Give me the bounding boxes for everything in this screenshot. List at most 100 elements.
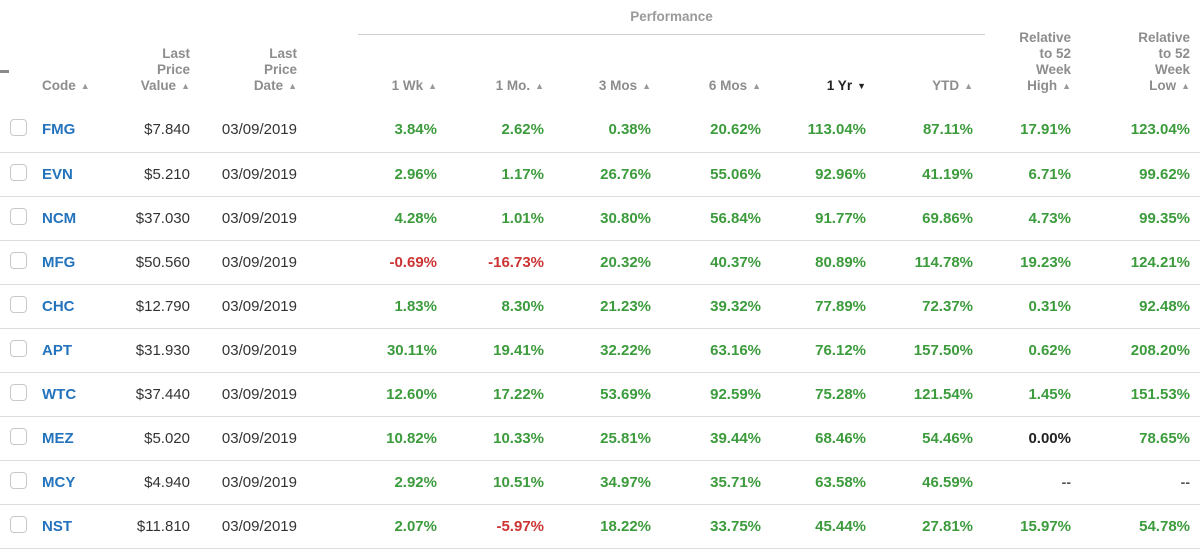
row-checkbox[interactable]	[10, 339, 27, 357]
perf_3mos-cell: 30.80%	[550, 196, 657, 240]
perf_1mo-cell: 10.33%	[443, 416, 550, 460]
column-header-perf_ytd[interactable]: YTD ▲	[872, 0, 979, 108]
perf_1yr-cell: 63.58%	[767, 460, 872, 504]
stock-code-link[interactable]: MFG	[42, 253, 76, 271]
row-checkbox[interactable]	[10, 515, 27, 533]
table-row: CHC $12.790 03/09/2019 1.83% 8.30% 21.23% 39.3…	[0, 284, 1200, 328]
perf_3mos-value: 18.22%	[600, 517, 651, 535]
performance-group-header: Performance	[358, 8, 985, 35]
sort-asc-icon: ▲	[1181, 81, 1190, 91]
table-row: EVN $5.210 03/09/2019 2.96% 1.17% 26.76% 55.06…	[0, 152, 1200, 196]
column-header-last_price_date[interactable]: Last Price Date ▲	[196, 0, 303, 108]
last_price_value-cell: $37.440	[130, 372, 196, 416]
perf_1wk-value: 4.28%	[394, 209, 437, 227]
rel_52wk_low-cell: 124.21%	[1077, 240, 1200, 284]
rel_52wk_high-cell: --	[979, 460, 1077, 504]
perf_3mos-cell: 18.22%	[550, 504, 657, 548]
row-checkbox[interactable]	[10, 295, 27, 313]
perf_1mo-value: 2.62%	[501, 121, 544, 139]
perf_1mo-value: -5.97%	[496, 517, 544, 535]
row-checkbox[interactable]	[10, 383, 27, 401]
perf_3mos-cell: 26.76%	[550, 152, 657, 196]
stock-code-link[interactable]: APT	[42, 341, 72, 359]
last-price-date: 03/09/2019	[221, 297, 297, 315]
row-select-cell	[0, 196, 38, 240]
stock-code-link[interactable]: WTC	[42, 385, 77, 403]
perf_ytd-cell: 114.78%	[872, 240, 979, 284]
code-cell: APT	[38, 328, 130, 372]
column-header-rel_52wk_low[interactable]: Relative to 52 Week Low ▲	[1077, 0, 1200, 108]
last-price-date: 03/09/2019	[221, 341, 297, 359]
last-price-date: 03/09/2019	[221, 429, 297, 447]
perf_1yr-cell: 45.44%	[767, 504, 872, 548]
perf_1yr-value: 91.77%	[815, 209, 866, 227]
code-cell: MEZ	[38, 416, 130, 460]
last-price-value: $11.810	[136, 517, 190, 535]
rel_52wk_low-value: 54.78%	[1139, 517, 1190, 535]
sort-asc-icon: ▲	[181, 81, 190, 91]
column-header-rel_52wk_high[interactable]: Relative to 52 Week High ▲	[979, 0, 1077, 108]
column-header-perf_1yr[interactable]: 1 Yr ▼	[767, 0, 872, 108]
perf_1yr-cell: 113.04%	[767, 108, 872, 152]
row-checkbox[interactable]	[10, 427, 27, 445]
column-header-code[interactable]: Code ▲	[38, 0, 130, 108]
column-header-perf_6mos[interactable]: 6 Mos ▲	[657, 0, 767, 108]
column-header-label: to 52	[1039, 46, 1071, 61]
row-select-cell	[0, 504, 38, 548]
rel_52wk_high-cell: 0.31%	[979, 284, 1077, 328]
perf_ytd-value: 69.86%	[922, 209, 973, 227]
stock-code-link[interactable]: EVN	[42, 165, 73, 183]
row-select-cell	[0, 284, 38, 328]
perf_ytd-cell: 72.37%	[872, 284, 979, 328]
row-select-cell	[0, 372, 38, 416]
last-price-value: $12.790	[135, 297, 190, 315]
last-price-date: 03/09/2019	[221, 473, 297, 491]
row-checkbox[interactable]	[10, 207, 27, 225]
perf_3mos-value: 21.23%	[600, 297, 651, 315]
stock-code-link[interactable]: MCY	[42, 473, 76, 491]
perf_ytd-cell: 69.86%	[872, 196, 979, 240]
rel_52wk_low-value: 99.62%	[1139, 165, 1190, 183]
perf_3mos-value: 26.76%	[600, 165, 651, 183]
rel_52wk_low-value: 124.21%	[1130, 253, 1190, 271]
perf_1yr-value: 75.28%	[815, 385, 866, 403]
last_price_value-cell: $5.210	[130, 152, 196, 196]
column-header-label: 6 Mos	[708, 78, 748, 93]
perf_6mos-cell: 92.59%	[657, 372, 767, 416]
stock-code-link[interactable]: NCM	[42, 209, 77, 227]
last-price-value: $37.030	[135, 209, 190, 227]
last_price_value-cell: $37.030	[130, 196, 196, 240]
row-checkbox[interactable]	[10, 251, 27, 269]
row-checkbox[interactable]	[10, 163, 27, 181]
stock-code-link[interactable]: NST	[42, 517, 72, 535]
column-header-last_price_value[interactable]: Last Price Value ▲	[130, 0, 196, 108]
rel_52wk_high-cell: 19.23%	[979, 240, 1077, 284]
perf_1wk-cell: 12.60%	[303, 372, 443, 416]
rel_52wk_low-cell: 99.35%	[1077, 196, 1200, 240]
perf_3mos-value: 34.97%	[600, 473, 651, 491]
perf_ytd-cell: 46.59%	[872, 460, 979, 504]
perf_6mos-cell: 63.16%	[657, 328, 767, 372]
perf_1wk-cell: 2.07%	[303, 504, 443, 548]
column-header-perf_1wk[interactable]: 1 Wk ▲	[303, 0, 443, 108]
perf_3mos-cell: 20.32%	[550, 240, 657, 284]
rel_52wk_high-value: 19.23%	[1020, 253, 1071, 271]
column-header-label: 3 Mos	[598, 78, 638, 93]
column-header-row: Code ▲ Last Price Value ▲ Last Price Date ▲ 1 Wk ▲ 1…	[0, 0, 1200, 108]
sort-asc-icon: ▲	[752, 81, 761, 91]
stock-code-link[interactable]: FMG	[42, 121, 76, 139]
column-header-perf_1mo[interactable]: 1 Mo. ▲	[443, 0, 550, 108]
last-price-date: 03/09/2019	[221, 517, 297, 535]
rel_52wk_low-cell: 123.04%	[1077, 108, 1200, 152]
perf_1yr-value: 92.96%	[815, 165, 866, 183]
column-header-perf_3mos[interactable]: 3 Mos ▲	[550, 0, 657, 108]
row-checkbox[interactable]	[10, 119, 27, 137]
stock-code-link[interactable]: MEZ	[42, 429, 74, 447]
rel_52wk_high-value: 1.45%	[1028, 385, 1071, 403]
perf_3mos-cell: 53.69%	[550, 372, 657, 416]
stock-code-link[interactable]: CHC	[42, 297, 75, 315]
last-price-date: 03/09/2019	[221, 253, 297, 271]
code-cell: FMG	[38, 108, 130, 152]
perf_ytd-value: 121.54%	[913, 385, 973, 403]
row-checkbox[interactable]	[10, 471, 27, 489]
